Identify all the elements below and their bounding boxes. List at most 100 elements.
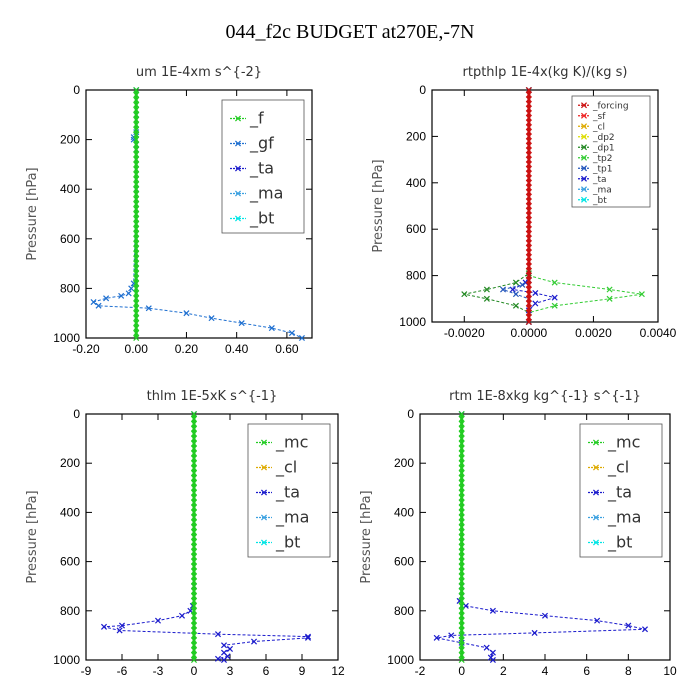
series-point-f <box>133 91 140 98</box>
plot-frame <box>85 89 313 339</box>
series-point-mc <box>190 455 198 462</box>
series-point-f <box>133 161 140 168</box>
series-point-ta <box>531 629 538 636</box>
series-point-f <box>133 176 140 183</box>
series-point-f <box>133 230 140 237</box>
legend-label: _gf <box>249 134 274 154</box>
series-point-mc <box>190 474 198 481</box>
legend-label: _sf <box>592 112 606 122</box>
series-point-gf <box>183 310 190 317</box>
series-point-f <box>133 201 140 208</box>
legend-label: _ma <box>275 508 309 528</box>
chart-panel-2: rtpthlp 1E-4x(kg K)/(kg s) Pressure [hPa]… <box>371 65 677 340</box>
series-point-f <box>133 255 140 262</box>
series-point-forcing <box>525 105 532 112</box>
panel-title: rtpthlp 1E-4x(kg K)/(kg s) <box>463 65 628 80</box>
legend-marker <box>260 539 268 546</box>
series-line-tp1 <box>501 279 530 322</box>
series-point-mc <box>458 489 465 496</box>
series-point-ta <box>551 294 558 301</box>
series-point-f <box>133 106 140 113</box>
series-point-mc <box>190 519 198 526</box>
series-point-f <box>133 325 140 332</box>
legend-marker <box>234 140 242 147</box>
y-tick-label: 600 <box>394 555 414 569</box>
legend-marker <box>260 464 268 471</box>
series-point-dp1 <box>483 286 490 293</box>
legend-marker <box>592 464 600 471</box>
legend-label: _ta <box>592 175 607 185</box>
series-point-mc <box>458 529 465 536</box>
series-point-f <box>133 290 140 297</box>
legend-label: _ta <box>275 483 300 503</box>
series-point-mc <box>458 543 465 550</box>
x-tick-label: 0.0020 <box>575 326 612 340</box>
series-point-mc <box>190 420 198 427</box>
series-point-gf <box>288 330 295 337</box>
series-point-ta <box>304 634 312 641</box>
series-point-forcing <box>525 119 532 126</box>
series-point-f <box>133 151 140 158</box>
series-point-ta <box>100 623 108 630</box>
series-point-mc <box>190 632 198 639</box>
series-point-mc <box>458 558 465 565</box>
legend-marker <box>234 215 242 222</box>
series-point-forcing <box>525 295 532 302</box>
series-point-forcing <box>525 277 532 284</box>
series-point-mc <box>458 642 465 649</box>
series-point-ta <box>532 289 539 297</box>
series-point-forcing <box>525 207 532 214</box>
y-tick-label: 800 <box>60 604 80 618</box>
series-point-mc <box>190 529 198 536</box>
series-point-mc <box>458 647 465 654</box>
series-point-mc <box>458 632 465 639</box>
series-point-f <box>133 320 140 327</box>
series-point-gf <box>238 320 245 327</box>
series-point-mc <box>458 627 465 634</box>
series-point-f <box>133 265 140 272</box>
series-point-ta <box>214 631 222 638</box>
series-point-f <box>133 220 140 227</box>
series-point-ta <box>214 655 222 662</box>
series-point-mc <box>190 440 198 447</box>
series-point-mc <box>458 637 465 644</box>
series-point-f <box>133 126 140 133</box>
legend-label: _ma <box>607 508 641 528</box>
y-tick-label: 0 <box>73 83 80 97</box>
series-point-mc <box>458 519 465 526</box>
series-point-f <box>133 215 140 222</box>
series-point-mc <box>190 499 198 506</box>
series-point-forcing <box>525 151 532 158</box>
legend-marker <box>580 144 588 151</box>
y-tick-label: 600 <box>60 555 80 569</box>
chart-panel-1: um 1E-4xm s^{-2} Pressure [hPa] -0.20 0.00 0… <box>25 65 313 356</box>
series-point-dp1 <box>483 295 490 302</box>
series-point-f <box>133 96 140 103</box>
series-point-forcing <box>525 86 532 94</box>
series-point-f <box>133 131 140 138</box>
panel-title: thlm 1E-5xK s^{-1} <box>147 389 278 404</box>
legend-marker <box>234 190 242 197</box>
series-point-forcing <box>525 198 532 205</box>
series-point-mc <box>458 548 465 555</box>
series-point-forcing <box>525 254 532 261</box>
legend-marker <box>592 539 600 546</box>
series-point-forcing <box>525 300 532 307</box>
series-point-mc <box>190 593 198 600</box>
series-point-forcing <box>525 100 532 107</box>
legend-marker <box>580 154 588 161</box>
series-point-mc <box>190 548 198 555</box>
series-point-mc <box>458 445 465 452</box>
series-point-gf <box>145 305 152 312</box>
y-tick-label: 400 <box>60 182 80 196</box>
series-point-ta <box>154 617 162 624</box>
series-point-ta <box>489 649 496 656</box>
series-point-forcing <box>525 161 532 168</box>
series-point-f <box>133 186 140 193</box>
series-point-mc <box>458 499 465 506</box>
x-tick-label: 10 <box>663 664 677 678</box>
y-tick-label: 1000 <box>53 331 80 345</box>
legend-marker <box>234 115 242 122</box>
series-point-mc <box>190 445 198 452</box>
x-tick-label: 4 <box>542 664 549 678</box>
